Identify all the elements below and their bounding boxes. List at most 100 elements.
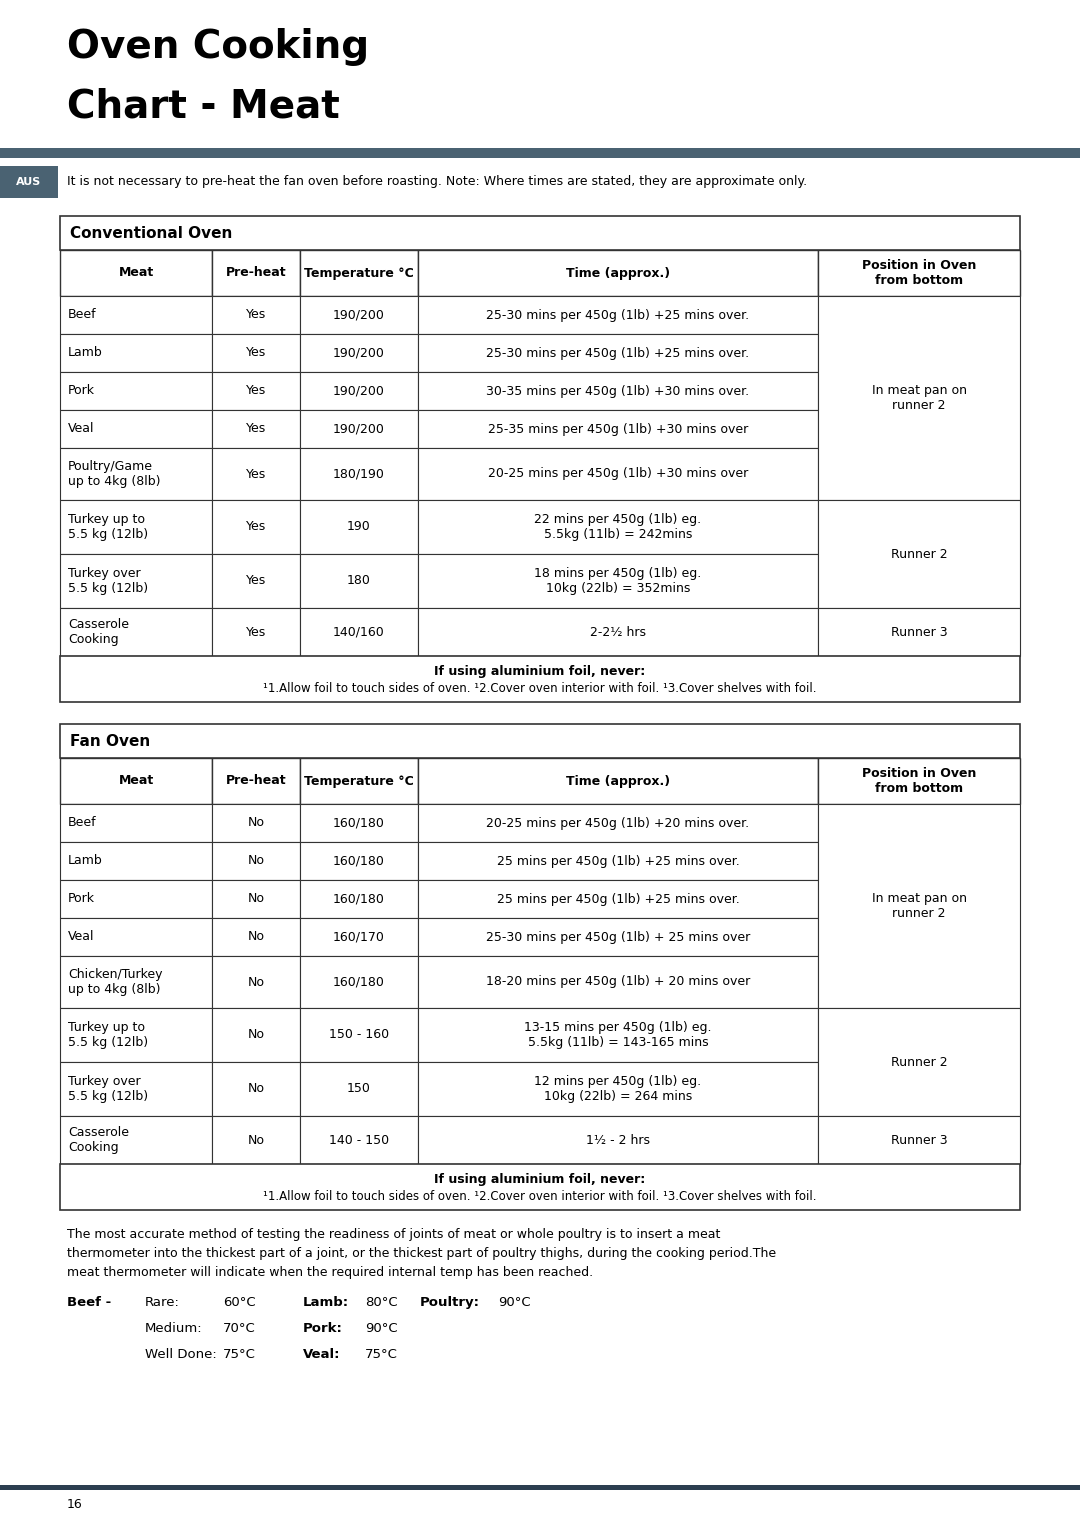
Bar (300, 296, 418, 334)
Text: Meat: Meat (119, 267, 153, 279)
Text: Yes: Yes (246, 308, 266, 322)
Text: 25 mins per 450g (1lb) +25 mins over.: 25 mins per 450g (1lb) +25 mins over. (497, 855, 740, 867)
Bar (212, 501, 300, 554)
Text: Poultry/Game
up to 4kg (8lb): Poultry/Game up to 4kg (8lb) (68, 459, 161, 488)
Text: 2-2½ hrs: 2-2½ hrs (590, 626, 646, 638)
Bar (60, 501, 212, 554)
Text: Fan Oven: Fan Oven (70, 734, 150, 748)
Bar (418, 804, 818, 842)
Text: No: No (247, 1082, 265, 1096)
Text: Runner 3: Runner 3 (891, 1134, 947, 1146)
Bar (300, 250, 418, 296)
Text: 80°C: 80°C (365, 1296, 397, 1309)
Text: 25-30 mins per 450g (1lb) +25 mins over.: 25-30 mins per 450g (1lb) +25 mins over. (486, 308, 750, 322)
Text: Yes: Yes (246, 626, 266, 638)
Text: 140 - 150: 140 - 150 (329, 1134, 389, 1146)
Text: 60°C: 60°C (222, 1296, 256, 1309)
Bar (418, 607, 818, 656)
Text: Yes: Yes (246, 385, 266, 397)
Text: 1½ - 2 hrs: 1½ - 2 hrs (586, 1134, 650, 1146)
Text: Position in Oven
from bottom: Position in Oven from bottom (862, 259, 976, 287)
Bar (300, 758, 418, 804)
Bar (300, 1009, 418, 1062)
Bar (300, 881, 418, 919)
Text: Lamb: Lamb (68, 855, 103, 867)
Text: 160/170: 160/170 (333, 931, 384, 943)
Bar (60, 723, 1020, 758)
Bar (212, 804, 300, 842)
Bar (212, 758, 300, 804)
Text: 160/180: 160/180 (333, 975, 384, 989)
Text: Yes: Yes (246, 574, 266, 588)
Bar (212, 334, 300, 372)
Text: Veal: Veal (68, 931, 95, 943)
Bar (418, 842, 818, 881)
Bar (418, 1116, 818, 1164)
Text: Pre-heat: Pre-heat (226, 775, 286, 787)
Bar (60, 607, 212, 656)
Bar (60, 334, 212, 372)
Text: Position in Oven
from bottom: Position in Oven from bottom (862, 768, 976, 795)
Bar (818, 758, 1020, 804)
Text: No: No (247, 1134, 265, 1146)
Bar (300, 334, 418, 372)
Bar (300, 501, 418, 554)
Bar (212, 449, 300, 501)
Bar (0, 166, 58, 198)
Text: In meat pan on
runner 2: In meat pan on runner 2 (872, 893, 967, 920)
Text: No: No (247, 816, 265, 830)
Text: Casserole
Cooking: Casserole Cooking (68, 618, 129, 645)
Text: It is not necessary to pre-heat the fan oven before roasting. Note: Where times : It is not necessary to pre-heat the fan … (67, 175, 807, 189)
Text: Lamb: Lamb (68, 346, 103, 360)
Text: ¹1.Allow foil to touch sides of oven. ¹2.Cover oven interior with foil. ¹3.Cover: ¹1.Allow foil to touch sides of oven. ¹2… (264, 1190, 816, 1204)
Text: In meat pan on
runner 2: In meat pan on runner 2 (872, 385, 967, 412)
Bar (60, 449, 212, 501)
Text: 150: 150 (347, 1082, 370, 1096)
Bar (212, 1116, 300, 1164)
Text: Time (approx.): Time (approx.) (566, 267, 670, 279)
Text: Meat: Meat (119, 775, 153, 787)
Text: Yes: Yes (246, 467, 266, 481)
Bar (60, 554, 212, 607)
Text: ¹1.Allow foil to touch sides of oven. ¹2.Cover oven interior with foil. ¹3.Cover: ¹1.Allow foil to touch sides of oven. ¹2… (264, 682, 816, 696)
Text: Beef: Beef (68, 816, 96, 830)
Text: 18-20 mins per 450g (1lb) + 20 mins over: 18-20 mins per 450g (1lb) + 20 mins over (486, 975, 751, 989)
Text: 90°C: 90°C (365, 1322, 397, 1335)
Text: Conventional Oven: Conventional Oven (70, 226, 232, 241)
Bar (60, 881, 212, 919)
Text: 190/200: 190/200 (333, 346, 384, 360)
Bar (60, 1009, 212, 1062)
Bar (418, 955, 818, 1009)
Text: 25-30 mins per 450g (1lb) + 25 mins over: 25-30 mins per 450g (1lb) + 25 mins over (486, 931, 751, 943)
Bar (300, 804, 418, 842)
Text: Beef -: Beef - (67, 1296, 111, 1309)
Text: 150 - 160: 150 - 160 (329, 1029, 389, 1042)
Bar (300, 1062, 418, 1116)
Text: 22 mins per 450g (1lb) eg.
5.5kg (11lb) = 242mins: 22 mins per 450g (1lb) eg. 5.5kg (11lb) … (535, 513, 702, 542)
Text: Pork: Pork (68, 893, 95, 905)
Text: 20-25 mins per 450g (1lb) +20 mins over.: 20-25 mins per 450g (1lb) +20 mins over. (486, 816, 750, 830)
Text: Rare:: Rare: (145, 1296, 180, 1309)
Bar (818, 250, 1020, 296)
Text: Medium:: Medium: (145, 1322, 203, 1335)
Bar (418, 449, 818, 501)
Text: No: No (247, 931, 265, 943)
Bar (418, 410, 818, 449)
Bar (418, 296, 818, 334)
Text: 190/200: 190/200 (333, 385, 384, 397)
Text: If using aluminium foil, never:: If using aluminium foil, never: (434, 1172, 646, 1186)
Bar (300, 919, 418, 955)
Text: The most accurate method of testing the readiness of joints of meat or whole pou: The most accurate method of testing the … (67, 1228, 777, 1279)
Bar (300, 372, 418, 410)
Bar (60, 296, 212, 334)
Bar (60, 656, 1020, 702)
Bar (60, 758, 212, 804)
Bar (60, 1164, 1020, 1210)
Text: Veal:: Veal: (303, 1347, 340, 1361)
Text: 75°C: 75°C (222, 1347, 256, 1361)
Bar (818, 804, 1020, 1009)
Bar (818, 501, 1020, 607)
Bar (0, 1485, 1080, 1489)
Bar (418, 334, 818, 372)
Text: Veal: Veal (68, 423, 95, 435)
